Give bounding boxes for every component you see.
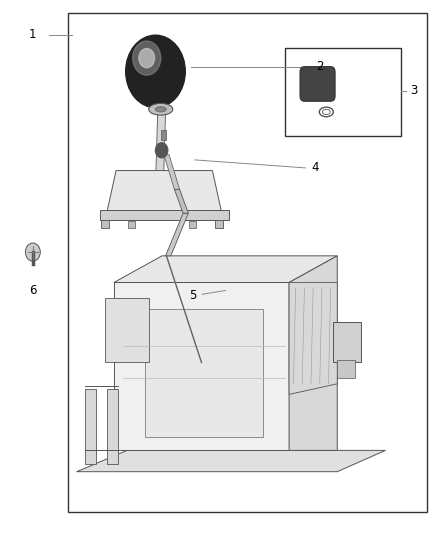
Polygon shape	[77, 450, 385, 472]
Polygon shape	[114, 282, 289, 450]
Bar	[215, 220, 223, 228]
Bar	[128, 221, 135, 228]
Circle shape	[139, 49, 155, 68]
Polygon shape	[174, 189, 188, 213]
Polygon shape	[166, 213, 188, 256]
Bar	[100, 210, 229, 220]
Ellipse shape	[155, 107, 166, 112]
Polygon shape	[289, 256, 337, 450]
Bar	[161, 130, 166, 140]
Text: 1: 1	[29, 28, 37, 41]
Polygon shape	[107, 171, 221, 211]
Bar	[333, 322, 361, 362]
Polygon shape	[145, 309, 263, 437]
Bar	[337, 360, 355, 378]
FancyBboxPatch shape	[300, 67, 335, 101]
Circle shape	[155, 143, 168, 158]
Bar	[101, 220, 110, 228]
Bar	[105, 298, 149, 362]
Polygon shape	[156, 112, 166, 171]
Text: 3: 3	[411, 84, 418, 97]
Text: 2: 2	[316, 60, 324, 73]
Bar	[107, 389, 118, 464]
Circle shape	[25, 243, 40, 261]
Circle shape	[126, 35, 185, 108]
Polygon shape	[289, 282, 337, 394]
Bar	[285, 48, 401, 136]
Polygon shape	[114, 256, 337, 282]
Bar	[189, 221, 196, 228]
Text: 4: 4	[311, 161, 319, 174]
Text: 5: 5	[189, 289, 196, 302]
Circle shape	[133, 41, 161, 75]
Bar	[85, 389, 96, 464]
Polygon shape	[164, 155, 180, 189]
Text: 6: 6	[29, 284, 37, 297]
Ellipse shape	[149, 103, 173, 115]
Bar	[68, 13, 427, 512]
